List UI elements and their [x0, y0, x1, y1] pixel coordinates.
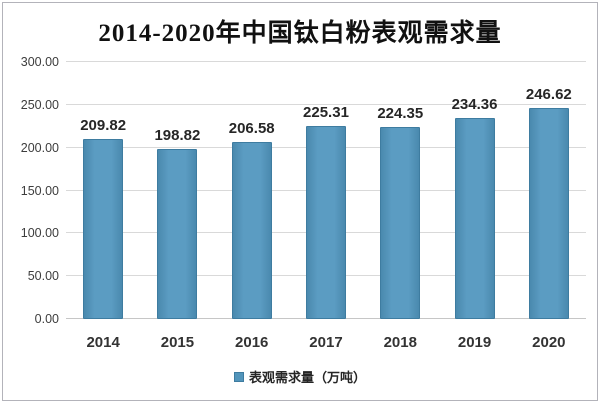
bar	[380, 126, 421, 319]
bar-group: 206.58 2016	[215, 62, 289, 351]
bar-group: 198.82 2015	[140, 62, 214, 351]
legend-swatch-icon	[233, 371, 244, 382]
bar-group: 234.36 2019	[437, 62, 511, 351]
gridline	[66, 103, 586, 105]
y-tick-label: 100.00	[20, 226, 59, 241]
x-axis-label: 2018	[383, 334, 417, 351]
bar-value-label: 209.82	[80, 117, 127, 135]
x-axis-label: 2014	[86, 334, 120, 351]
bar-group: 209.82 2014	[66, 62, 140, 351]
bar	[454, 118, 495, 319]
bar-value-label: 198.82	[154, 126, 201, 144]
bar-value-label: 206.58	[228, 120, 275, 138]
y-tick-label: 200.00	[20, 140, 59, 155]
bar	[528, 107, 569, 319]
bar-value-label: 234.36	[451, 96, 498, 114]
gridline	[66, 61, 586, 62]
legend: 表观需求量（万吨）	[3, 367, 597, 386]
bar-group: 246.62 2020	[512, 62, 586, 351]
y-tick-label: 0.00	[34, 312, 59, 326]
bar-value-label: 224.35	[377, 104, 424, 122]
bar-value-label: 246.62	[525, 85, 572, 103]
chart-title: 2014-2020年中国钛白粉表观需求量	[98, 20, 502, 47]
bar-group: 224.35 2018	[363, 62, 437, 351]
bar-series: 209.82 2014 198.82 2015 206.58 2016 225.31 2017…	[66, 62, 586, 351]
legend-label: 表观需求量（万吨）	[248, 370, 366, 385]
bar	[231, 142, 272, 319]
x-axis-label: 2015	[160, 334, 195, 351]
y-tick-label: 300.00	[20, 55, 59, 69]
x-axis-label: 2017	[309, 334, 343, 351]
plot-area: 209.82 2014 198.82 2015 206.58 2016 225.31 2017…	[66, 61, 586, 351]
bar	[157, 148, 198, 319]
bar-group: 225.31 2017	[289, 62, 363, 351]
bar	[305, 126, 346, 319]
x-axis-label: 2016	[235, 334, 269, 351]
y-axis: 0.00 50.00 100.00 150.00 200.00 250.00 300.00	[3, 56, 59, 326]
bar	[83, 139, 124, 319]
y-tick-label: 50.00	[27, 269, 59, 284]
y-tick-label: 250.00	[20, 97, 59, 112]
x-axis-label: 2019	[457, 334, 492, 351]
y-tick-label: 150.00	[20, 183, 59, 198]
bar-value-label: 225.31	[303, 104, 349, 121]
x-axis-label: 2020	[532, 334, 566, 351]
